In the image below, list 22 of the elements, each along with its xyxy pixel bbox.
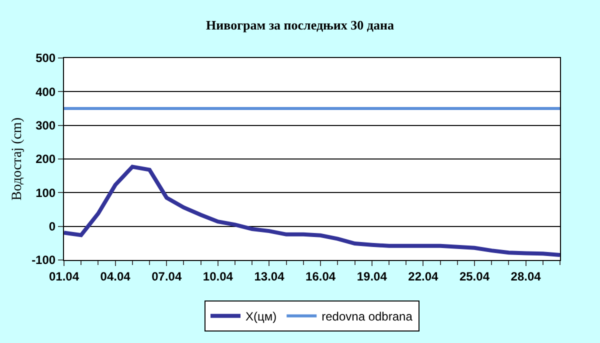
x-tick-label: 13.04 (254, 269, 285, 284)
x-tick-label: 22.04 (408, 269, 439, 284)
y-tick-label: 200 (36, 152, 56, 166)
legend-label: X(цм) (246, 310, 277, 324)
x-tick-label: 25.04 (459, 269, 490, 284)
x-tick-label: 04.04 (100, 269, 131, 284)
line-series (64, 164, 560, 257)
x-tick-label: 01.04 (48, 269, 80, 284)
y-tick-label: -100 (32, 253, 56, 268)
y-tick-label: 400 (36, 84, 56, 99)
y-tick-label: 100 (36, 186, 56, 200)
y-tick-label: 300 (36, 118, 56, 133)
x-tick-label: 10.04 (202, 269, 234, 284)
y-tick-label: 0 (48, 220, 56, 234)
chart-title: Нивограм за последњих 30 дана (206, 18, 394, 33)
x-tick-label: 16.04 (306, 269, 336, 284)
y-axis-title: Водостај (cm) (10, 117, 26, 200)
legend-label: redovna odbrana (322, 310, 413, 324)
y-tick-label: 500 (36, 51, 56, 66)
x-tick-label: 07.04 (152, 269, 182, 284)
x-tick-label: 19.04 (356, 269, 388, 284)
x-tick-label: 28.04 (510, 269, 542, 284)
